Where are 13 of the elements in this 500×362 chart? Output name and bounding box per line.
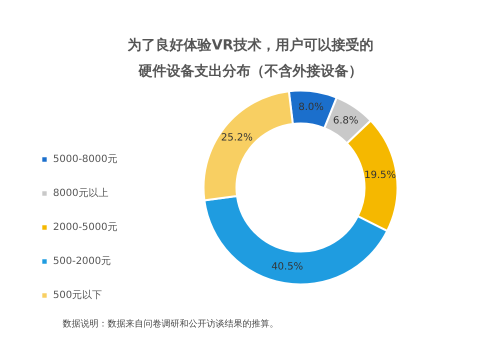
data-label: 6.8% (333, 115, 358, 126)
legend-label: 500元以下 (53, 288, 102, 302)
data-label: 8.0% (298, 102, 324, 114)
data-label: 19.5% (364, 170, 396, 182)
chart-title: 为了良好体验VR技术，用户可以接受的 (128, 36, 374, 54)
chart-subtitle: 硬件设备支出分布（不含外接设备） (138, 62, 362, 80)
data-label: 25.2% (220, 132, 253, 144)
legend-label: 2000-5000元 (53, 221, 118, 234)
legend-label: 8000元以上 (53, 186, 108, 200)
data-label: 40.5% (271, 261, 304, 272)
legend-label: 500-2000元 (53, 255, 112, 268)
legend-label: 5000-8000元 (53, 153, 118, 166)
text: 数据说明：数据来自问卷调研和公开访谈结果的推算。 (62, 318, 278, 330)
